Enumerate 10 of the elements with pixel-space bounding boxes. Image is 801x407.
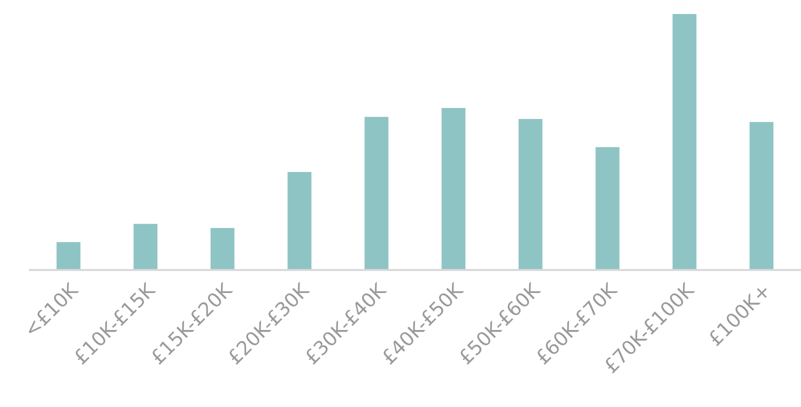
bar	[750, 122, 774, 270]
bar	[288, 172, 312, 270]
bar	[672, 14, 696, 270]
bar	[518, 118, 542, 270]
bar	[134, 224, 158, 270]
bar	[596, 147, 620, 270]
bar	[210, 228, 234, 270]
bar	[56, 242, 80, 270]
bar	[442, 108, 466, 270]
bar	[364, 116, 388, 270]
